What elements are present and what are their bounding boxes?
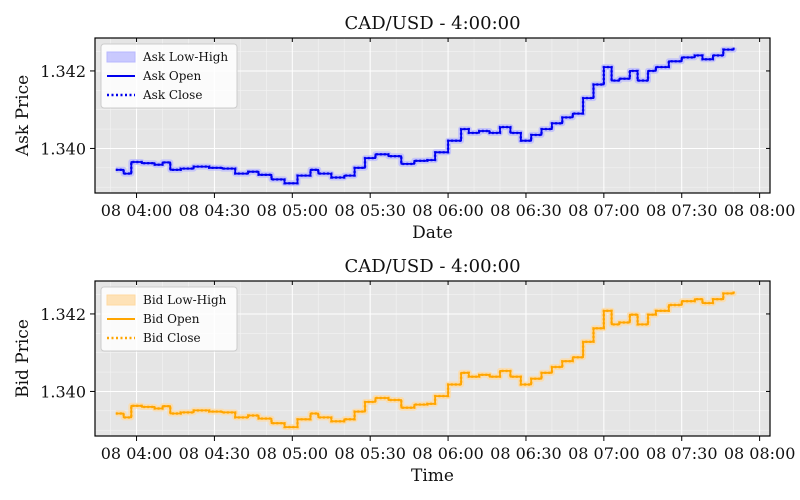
x-axis-label: Time (411, 466, 454, 486)
y-tick-label: 1.340 (40, 139, 86, 158)
x-tick-label: 08 08:00 (724, 201, 796, 220)
x-tick-label: 08 06:00 (412, 444, 484, 463)
x-tick-label: 08 07:00 (568, 444, 640, 463)
plot-frame (94, 280, 771, 437)
x-tick-label: 08 04:00 (101, 201, 173, 220)
x-tick-label: 08 04:30 (179, 201, 251, 220)
x-tick-label: 08 05:30 (334, 444, 406, 463)
x-tick-label: 08 08:00 (724, 444, 796, 463)
legend-entry: Ask Low-High (142, 50, 228, 64)
x-tick-label: 08 07:30 (646, 201, 718, 220)
y-axis-label: Ask Price (13, 75, 33, 157)
legend: Ask Low-High Ask Open Ask Close (100, 43, 238, 109)
x-tick-label: 08 07:30 (646, 444, 718, 463)
x-tick-label: 08 07:00 (568, 201, 640, 220)
x-tick-label: 08 05:00 (257, 444, 329, 463)
x-tick-label: 08 06:30 (490, 444, 562, 463)
legend-entry: Bid Close (143, 331, 201, 345)
y-tick-label: 1.342 (40, 305, 86, 324)
plot-frame (94, 37, 771, 194)
chart-panel-2: 08 04:00 08 04:30 08 05:00 08 05:30 08 06:00… (13, 256, 795, 486)
legend-entry: Bid Open (143, 312, 200, 326)
chart-title: CAD/USD - 4:00:00 (344, 256, 520, 277)
x-tick-label: 08 06:00 (412, 201, 484, 220)
series-close-line (115, 47, 735, 185)
x-tick-label: 08 05:30 (334, 201, 406, 220)
legend-swatch-band (106, 294, 136, 306)
legend-entry: Ask Close (142, 88, 202, 102)
legend-entry: Ask Open (142, 69, 202, 83)
chart-title: CAD/USD - 4:00:00 (344, 13, 520, 34)
x-tick-label: 08 05:00 (257, 201, 329, 220)
legend-swatch-band (106, 51, 136, 63)
y-tick-label: 1.340 (40, 382, 86, 401)
y-tick-label: 1.342 (40, 62, 86, 81)
y-axis-label: Bid Price (13, 319, 33, 398)
x-tick-label: 08 06:30 (490, 201, 562, 220)
x-tick-label: 08 04:00 (101, 444, 173, 463)
x-axis-label: Date (412, 223, 453, 243)
chart-panel-1: 08 04:00 08 04:30 08 05:00 08 05:30 08 06:00… (13, 13, 795, 243)
series-close-line (115, 291, 735, 429)
legend: Bid Low-High Bid Open Bid Close (100, 286, 238, 352)
x-tick-label: 08 04:30 (179, 444, 251, 463)
legend-entry: Bid Low-High (143, 293, 227, 307)
